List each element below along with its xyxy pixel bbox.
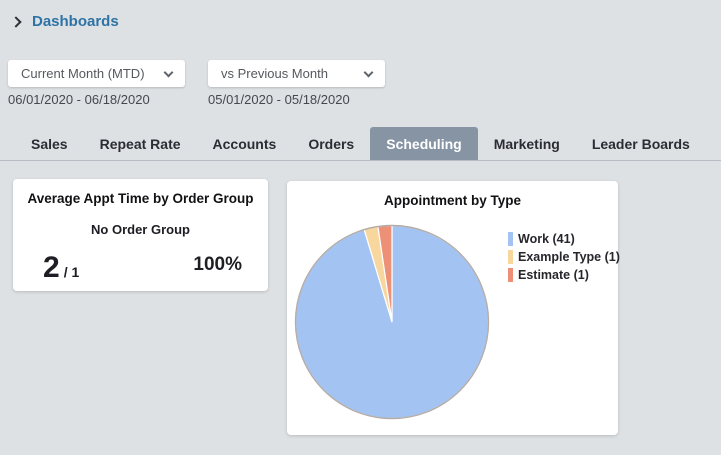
chevron-right-icon [10, 16, 22, 28]
comparison-dropdown[interactable]: vs Previous Month [208, 60, 385, 87]
comparison-date-range: 05/01/2020 - 05/18/2020 [208, 92, 350, 107]
pie-legend: Work (41) Example Type (1) Estimate (1) [508, 232, 620, 282]
legend-swatch-example-type [508, 250, 513, 264]
tab-leader-boards[interactable]: Leader Boards [591, 135, 690, 152]
order-group-label: No Order Group [91, 222, 190, 237]
breadcrumb[interactable]: Dashboards [10, 13, 119, 30]
avg-appt-stat-row: 2 / 1 100% [43, 250, 242, 284]
chevron-down-icon [163, 67, 174, 77]
legend-item-example-type: Example Type (1) [508, 250, 620, 264]
tab-repeat-rate[interactable]: Repeat Rate [99, 135, 181, 152]
legend-item-estimate: Estimate (1) [508, 268, 620, 282]
pie-card-title: Appointment by Type [384, 193, 521, 208]
chevron-down-icon [363, 67, 374, 77]
period-dropdown[interactable]: Current Month (MTD) [8, 60, 185, 87]
avg-appt-card-title: Average Appt Time by Order Group [27, 191, 254, 206]
appt-count-stat: 2 / 1 [43, 250, 80, 284]
tab-sales[interactable]: Sales [31, 135, 68, 152]
legend-swatch-estimate [508, 268, 513, 282]
period-dropdown-value: Current Month (MTD) [21, 66, 145, 81]
tab-scheduling[interactable]: Scheduling [370, 127, 478, 160]
legend-label-example-type: Example Type (1) [518, 250, 620, 264]
pie-chart [294, 224, 490, 420]
appt-count-value: 2 [43, 250, 60, 284]
appt-percent-value: 100% [193, 253, 242, 275]
legend-label-estimate: Estimate (1) [518, 268, 589, 282]
dashboard-tabbar: Sales Repeat Rate Accounts Orders Schedu… [0, 127, 721, 161]
tab-accounts[interactable]: Accounts [212, 135, 277, 152]
period-date-range: 06/01/2020 - 06/18/2020 [8, 92, 150, 107]
legend-label-work: Work (41) [518, 232, 575, 246]
tab-marketing[interactable]: Marketing [493, 135, 560, 152]
avg-appt-time-card: Average Appt Time by Order Group No Orde… [13, 179, 268, 291]
pie-outline-ring [294, 224, 490, 420]
appt-count-denominator: / 1 [63, 263, 80, 280]
legend-swatch-work [508, 232, 513, 246]
comparison-dropdown-value: vs Previous Month [221, 66, 328, 81]
breadcrumb-label[interactable]: Dashboards [32, 13, 119, 30]
legend-item-work: Work (41) [508, 232, 620, 246]
appointment-by-type-card: Appointment by Type Work (41) Example Ty… [287, 181, 620, 435]
tab-orders[interactable]: Orders [308, 135, 355, 152]
